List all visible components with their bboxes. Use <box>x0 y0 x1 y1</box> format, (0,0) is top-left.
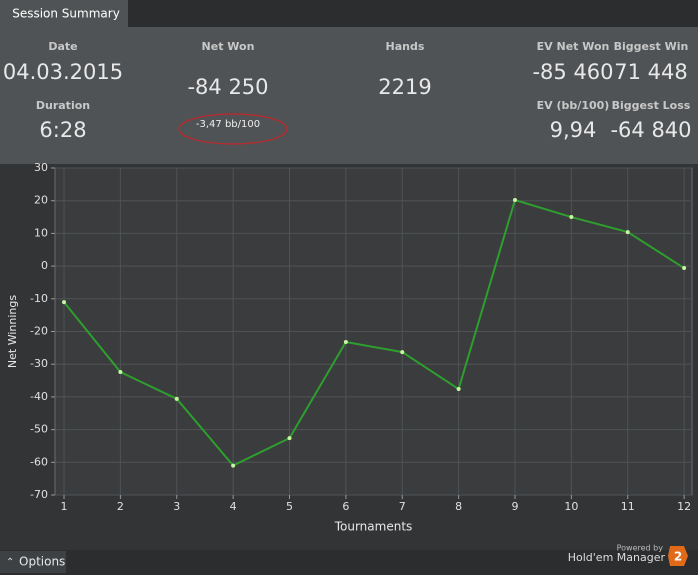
stat-value: -64 840 <box>610 118 691 142</box>
y-tick-label: 0 <box>41 259 48 272</box>
y-tick-label: -50 <box>30 423 48 436</box>
point <box>62 300 67 305</box>
stat-label: EV (bb/100) <box>537 99 610 112</box>
point <box>569 215 574 220</box>
stat-value: 2219 <box>378 75 431 99</box>
brand: Hold'em Manager <box>568 551 666 564</box>
point <box>512 198 517 203</box>
stat-value: 71 448 <box>614 60 687 84</box>
annotation-circle <box>178 113 288 145</box>
y-tick-label: -10 <box>30 292 48 305</box>
note: -3,47 bb/100 <box>196 119 260 130</box>
stat-value: -85 460 <box>532 60 613 84</box>
x-tick-label: 3 <box>173 500 180 513</box>
point <box>174 396 179 401</box>
summary-panel <box>0 27 698 164</box>
stat-value: -84 250 <box>187 75 268 99</box>
stat-label: Biggest Win <box>614 40 689 53</box>
point <box>343 339 348 344</box>
y-axis-label: Net Winnings <box>6 295 19 368</box>
point <box>118 370 123 375</box>
x-axis-label: Tournaments <box>334 520 413 534</box>
stat-label: Net Won <box>202 40 255 53</box>
stat-value: 04.03.2015 <box>3 60 123 84</box>
point <box>625 230 630 235</box>
logo-text: 2 <box>674 550 682 564</box>
y-tick-label: -40 <box>30 390 48 403</box>
stat-label: EV Net Won <box>537 40 610 53</box>
point <box>400 350 405 355</box>
options-arrow[interactable]: ⌃ <box>6 557 14 568</box>
x-tick-label: 2 <box>117 500 124 513</box>
stat-value: 6:28 <box>39 118 86 142</box>
y-tick-label: -70 <box>30 488 48 501</box>
tab-label[interactable]: Session Summary <box>12 7 120 21</box>
y-tick-label: -20 <box>30 325 48 338</box>
stat-label: Duration <box>36 99 90 112</box>
stat-label: Biggest Loss <box>612 99 691 112</box>
y-tick-label: -60 <box>30 455 48 468</box>
line <box>63 198 685 467</box>
x-tick-label: 12 <box>677 500 691 513</box>
options-button[interactable] <box>0 551 66 573</box>
x-tick-label: 10 <box>564 500 578 513</box>
y-tick-label: 30 <box>34 161 48 174</box>
x-tick-label: 5 <box>286 500 293 513</box>
y-tick-label: -30 <box>30 357 48 370</box>
stat-value: 9,94 <box>550 118 597 142</box>
y-tick-label: 10 <box>34 226 48 239</box>
x-tick-label: 11 <box>621 500 635 513</box>
logo <box>668 546 688 566</box>
x-tick-label: 4 <box>230 500 237 513</box>
y-tick-label: 20 <box>34 194 48 207</box>
x-tick-label: 6 <box>342 500 349 513</box>
options-label[interactable]: Options <box>19 555 65 569</box>
point <box>456 387 461 392</box>
point <box>231 463 236 468</box>
x-tick-label: 7 <box>399 500 406 513</box>
stat-label: Date <box>48 40 77 53</box>
x-tick-label: 8 <box>455 500 462 513</box>
x-tick-label: 9 <box>511 500 518 513</box>
stat-label: Hands <box>386 40 425 53</box>
powered-by: Powered by <box>617 544 664 553</box>
point <box>682 266 687 271</box>
tab[interactable] <box>0 0 128 27</box>
x-tick-label: 1 <box>61 500 68 513</box>
point <box>287 436 292 441</box>
